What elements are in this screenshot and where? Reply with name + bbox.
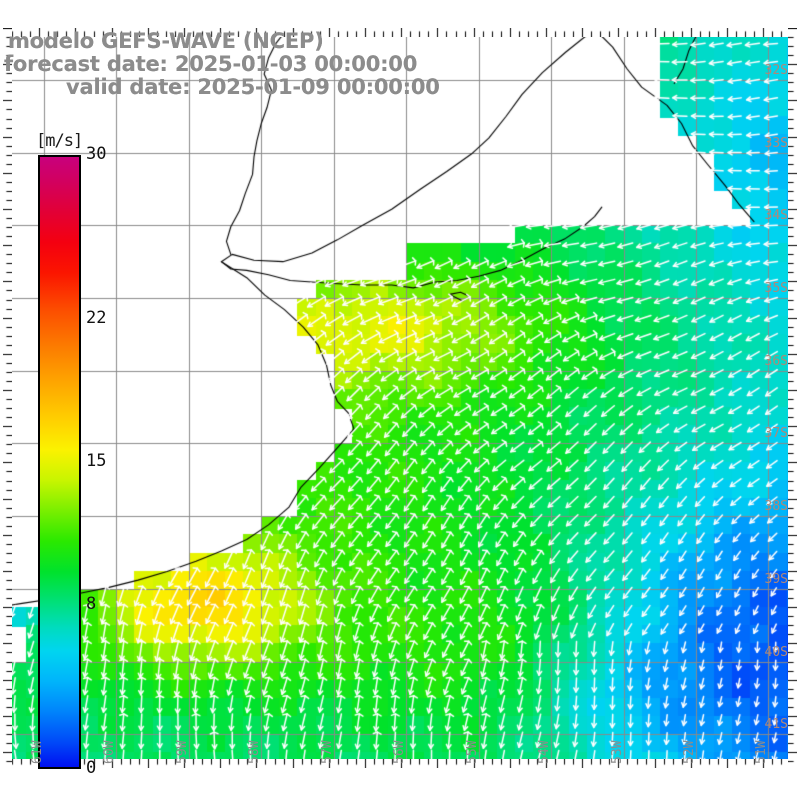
colorbar-gradient (38, 155, 81, 769)
forecast-date-line: forecast date: 2025-01-03 00:00:00 (4, 52, 418, 76)
valid-date-line: valid date: 2025-01-09 00:00:00 (66, 75, 440, 99)
colorbar-tick-0: 0 (86, 758, 97, 778)
colorbar-tick-30: 30 (86, 144, 107, 164)
colorbar-tick-8: 8 (86, 594, 97, 615)
map-frame[interactable] (3, 28, 797, 768)
colorbar-unit-label: [m/s] (36, 131, 83, 151)
model-name-line: modelo GEFS-WAVE (NCEP) (8, 29, 324, 53)
colorbar-tick-22: 22 (86, 307, 107, 328)
map-title-block: modelo GEFS-WAVE (NCEP) forecast date: 2… (0, 30, 520, 99)
wind-field-canvas[interactable] (4, 29, 796, 767)
colorbar: [m/s] 30 22 15 8 0 (36, 131, 146, 778)
colorbar-tick-15: 15 (86, 451, 107, 471)
